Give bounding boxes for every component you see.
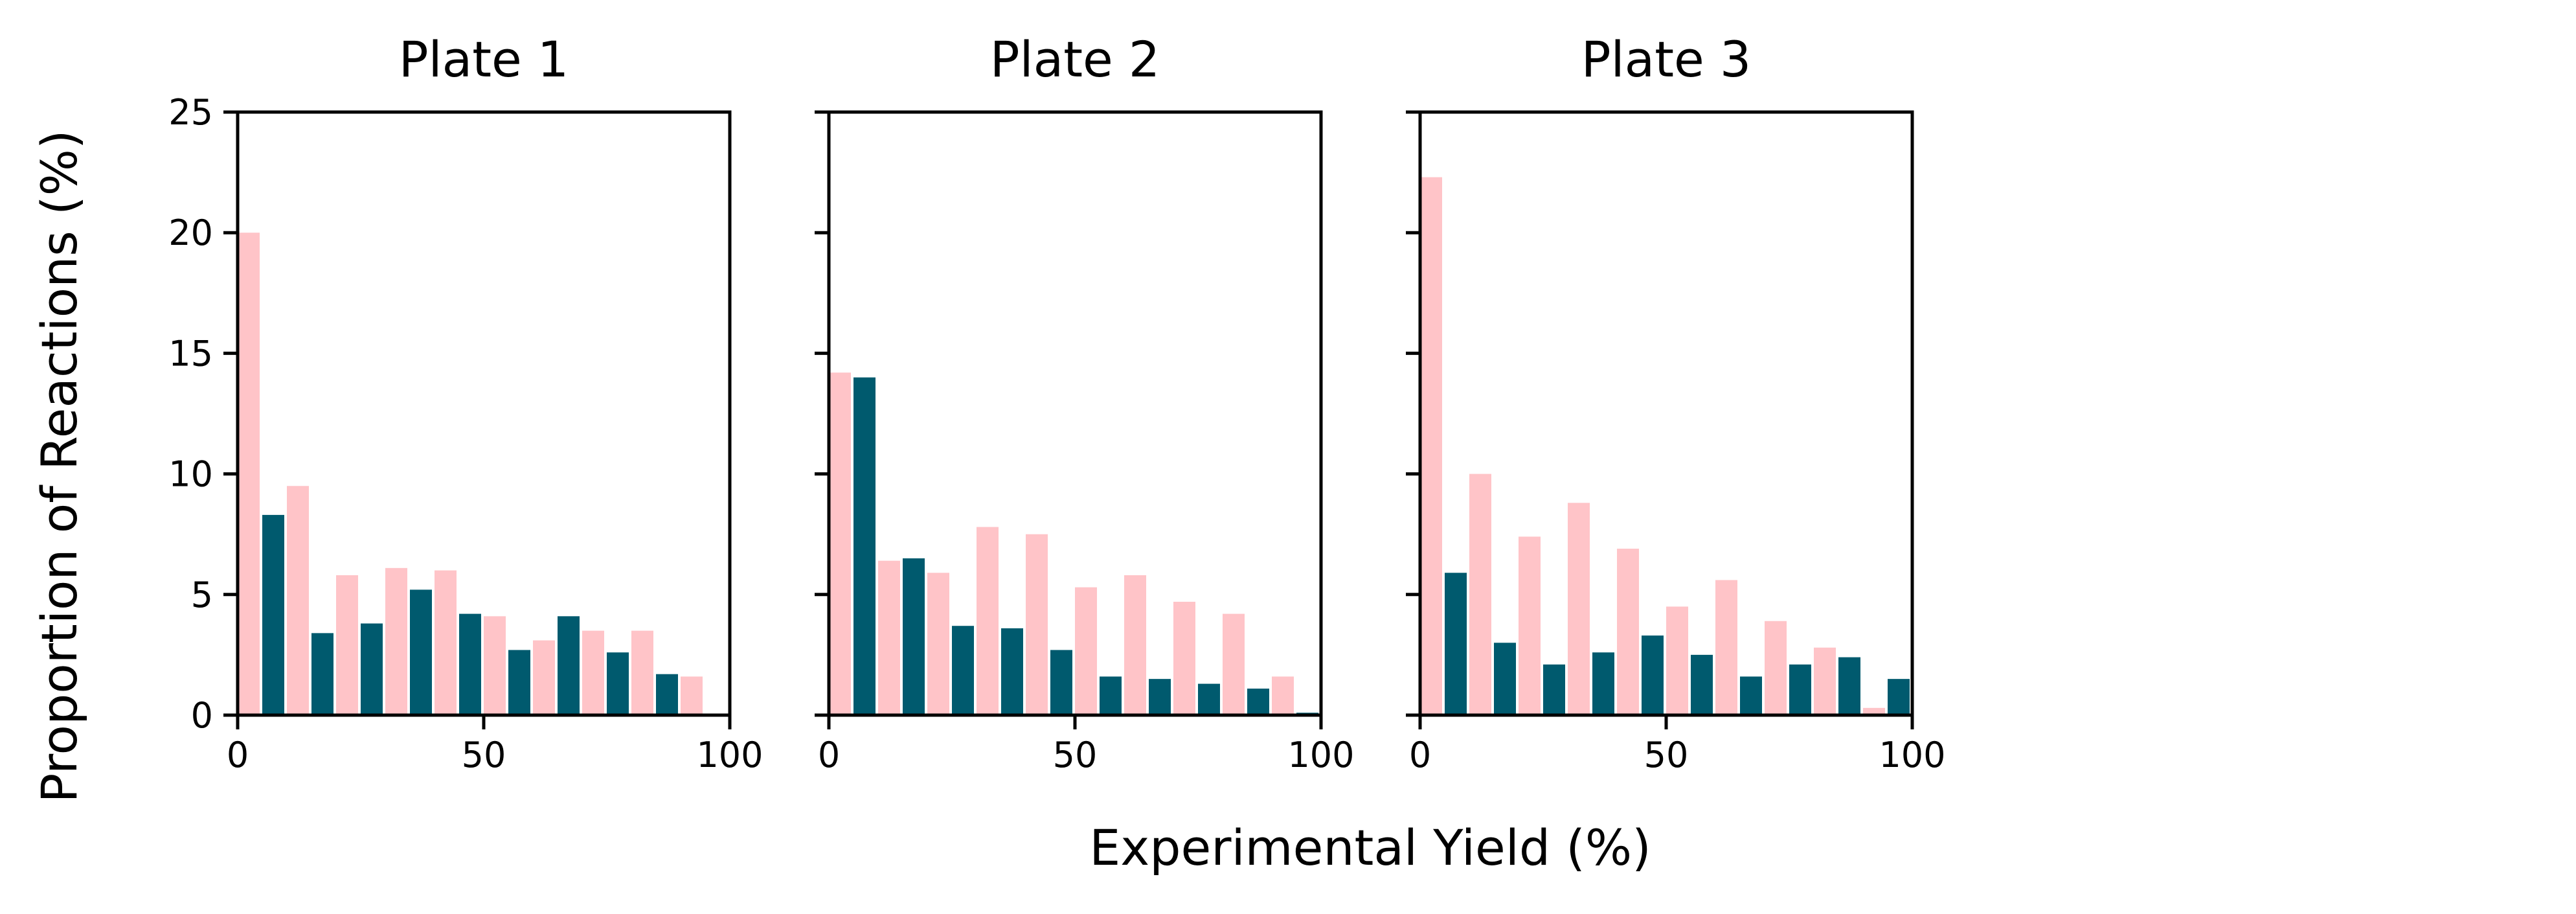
bar-panel2-series1-bin4	[977, 527, 999, 715]
bar-panel1-series1-bin3	[336, 575, 358, 715]
bar-panel1-series1-bin5	[435, 570, 457, 715]
bar-panel3-series2-bin10	[1888, 679, 1910, 715]
bar-panel2-series1-bin3	[927, 573, 949, 715]
bar-panel2-series2-bin1	[853, 377, 876, 715]
y-tick-label: 5	[191, 575, 213, 615]
bar-panel3-series2-bin7	[1740, 676, 1762, 715]
bar-panel1-series1-bin1	[238, 233, 260, 715]
bar-panel3-series1-bin9	[1814, 647, 1836, 715]
panel-title: Plate 2	[990, 30, 1160, 88]
bar-panel2-series2-bin2	[903, 558, 925, 715]
bar-panel2-series1-bin8	[1173, 601, 1195, 715]
bar-panel1-series2-bin7	[558, 616, 580, 715]
x-tick-label: 0	[818, 735, 840, 775]
bar-panel1-series2-bin9	[656, 674, 678, 715]
y-tick-label: 20	[168, 212, 213, 253]
y-tick-label: 25	[168, 92, 213, 133]
panel-title: Plate 3	[1581, 30, 1752, 88]
bar-panel1-series2-bin4	[410, 589, 432, 715]
bar-panel3-series1-bin2	[1469, 474, 1491, 715]
bar-panel3-series2-bin2	[1494, 643, 1516, 715]
bar-panel3-series1-bin4	[1568, 503, 1590, 715]
y-tick-label: 10	[168, 454, 213, 495]
bar-panel3-series1-bin8	[1765, 621, 1787, 715]
bar-panel1-series2-bin5	[459, 613, 481, 715]
x-tick-label: 0	[1409, 735, 1431, 775]
y-tick-label: 15	[168, 333, 213, 374]
bar-panel1-series1-bin9	[631, 630, 653, 715]
bar-panel2-series2-bin5	[1050, 650, 1072, 715]
bar-panel3-series2-bin9	[1838, 657, 1860, 715]
bar-panel1-series2-bin3	[361, 623, 383, 715]
bar-panel2-series2-bin9	[1247, 689, 1269, 715]
bar-panel2-series1-bin7	[1124, 575, 1146, 715]
bar-panel2-series1-bin10	[1272, 676, 1294, 715]
bar-panel3-series2-bin8	[1789, 664, 1811, 715]
bar-panel3-series2-bin3	[1543, 664, 1565, 715]
bar-panel3-series1-bin6	[1666, 606, 1688, 715]
bar-panel1-series2-bin6	[508, 650, 530, 715]
bar-panel1-series1-bin10	[681, 676, 703, 715]
bar-panel1-series1-bin2	[287, 486, 309, 715]
bar-panel3-series2-bin5	[1642, 635, 1664, 715]
bar-panel2-series1-bin9	[1223, 613, 1245, 715]
bar-panel2-series1-bin1	[829, 372, 851, 715]
panel-title: Plate 1	[399, 30, 569, 88]
bar-panel2-series1-bin5	[1026, 534, 1048, 715]
bar-panel1-series1-bin6	[484, 616, 506, 715]
bar-panel1-series1-bin4	[385, 567, 407, 715]
bar-panel3-series2-bin4	[1592, 652, 1614, 715]
x-tick-label: 0	[227, 735, 249, 775]
y-axis-label: Proportion of Reactions (%)	[30, 130, 88, 803]
x-tick-label: 100	[1287, 735, 1354, 775]
bar-panel3-series1-bin7	[1715, 580, 1737, 715]
x-axis-label: Experimental Yield (%)	[1089, 819, 1651, 876]
panel-2: Plate 2 0 50 100	[815, 30, 1355, 775]
bar-panel2-series2-bin3	[952, 626, 974, 715]
x-tick-label: 100	[696, 735, 763, 775]
bar-panel2-series2-bin7	[1149, 679, 1171, 715]
bar-panel3-series2-bin6	[1691, 654, 1713, 715]
bar-panel1-series1-bin8	[582, 630, 604, 715]
bar-panel3-series1-bin5	[1617, 549, 1639, 715]
bar-panel1-series2-bin2	[311, 633, 333, 715]
x-tick-label: 50	[1644, 735, 1689, 775]
bar-panel1-series2-bin1	[262, 514, 284, 715]
bar-panel1-series1-bin7	[533, 640, 555, 715]
bar-panel2-series2-bin6	[1100, 676, 1122, 715]
bar-panel2-series1-bin6	[1075, 587, 1097, 715]
bar-panel3-series1-bin10	[1863, 707, 1885, 715]
y-tick-label: 0	[191, 695, 213, 736]
bar-panel3-series1-bin1	[1420, 177, 1442, 715]
panel-3: Plate 3 0 50 100	[1406, 30, 1946, 775]
panel-1: Plate 1 0 50 100 0 5 10 15 20 25	[168, 30, 763, 775]
bar-panel2-series2-bin4	[1001, 628, 1023, 715]
bar-panel3-series1-bin3	[1519, 536, 1541, 715]
bar-panel3-series2-bin1	[1445, 573, 1467, 715]
x-tick-label: 100	[1879, 735, 1945, 775]
x-tick-label: 50	[1053, 735, 1098, 775]
bar-panel2-series2-bin8	[1198, 683, 1220, 715]
bar-panel1-series2-bin8	[607, 652, 629, 715]
bar-panel2-series1-bin2	[878, 560, 900, 715]
x-tick-label: 50	[462, 735, 506, 775]
